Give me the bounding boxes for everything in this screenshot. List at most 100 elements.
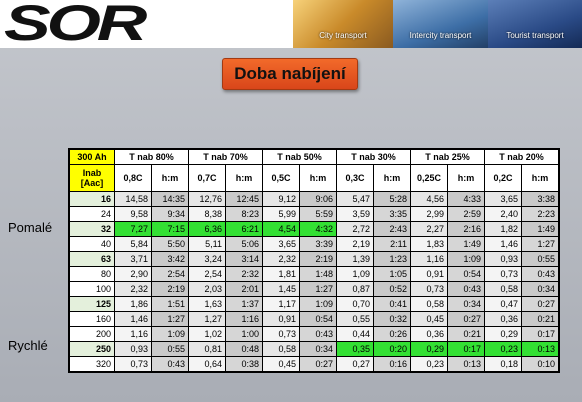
value-cell: 0:43 xyxy=(299,326,337,342)
value-cell: 1:27 xyxy=(521,236,560,252)
value-cell: 3:35 xyxy=(373,206,411,222)
value-cell: 8:23 xyxy=(225,206,263,222)
value-cell: 2:19 xyxy=(299,251,337,267)
value-cell: 3,24 xyxy=(188,251,226,267)
value-cell: 0,44 xyxy=(336,326,374,342)
data-row: 32 7,27 7:15 6,36 6:21 4,54 4:32 2,72 2:43 2,27 2:… xyxy=(68,221,560,237)
value-cell: 5:50 xyxy=(151,236,189,252)
value-cell: 1,27 xyxy=(188,311,226,327)
value-cell: 0:26 xyxy=(373,326,411,342)
current-cell: 24 xyxy=(68,206,115,222)
current-cell: 63 xyxy=(68,251,115,267)
value-cell: 5:06 xyxy=(225,236,263,252)
photo: Intercity transport xyxy=(393,0,488,48)
value-cell: 0,58 xyxy=(262,341,300,357)
subheader-cell: h:m xyxy=(225,164,263,192)
current-cell: 100 xyxy=(68,281,115,297)
group-header: T nab 70% xyxy=(188,148,263,165)
value-cell: 0,70 xyxy=(336,296,374,312)
value-cell: 1:09 xyxy=(151,326,189,342)
value-cell: 4:32 xyxy=(299,221,337,237)
current-cell: 40 xyxy=(68,236,115,252)
logo: SOR xyxy=(4,0,147,51)
value-cell: 0,64 xyxy=(188,356,226,373)
value-cell: 0:21 xyxy=(521,311,560,327)
value-cell: 1:51 xyxy=(151,296,189,312)
value-cell: 5,47 xyxy=(336,191,374,207)
value-cell: 1,46 xyxy=(114,311,152,327)
value-cell: 0:55 xyxy=(151,341,189,357)
value-cell: 0,23 xyxy=(484,341,522,357)
value-cell: 2,27 xyxy=(410,221,448,237)
value-cell: 1,83 xyxy=(410,236,448,252)
value-cell: 2:01 xyxy=(225,281,263,297)
value-cell: 2:43 xyxy=(373,221,411,237)
data-row: 160 1,46 1:27 1,27 1:16 0,91 0:54 0,55 0:32 0,45 0… xyxy=(68,311,560,327)
photo-caption: City transport xyxy=(319,31,367,40)
data-row: 125 1,86 1:51 1,63 1:37 1,17 1:09 0,70 0:41 0,58 0… xyxy=(68,296,560,312)
value-cell: 1,82 xyxy=(484,221,522,237)
value-cell: 0,93 xyxy=(114,341,152,357)
value-cell: 1,81 xyxy=(262,266,300,282)
value-cell: 0,91 xyxy=(410,266,448,282)
value-cell: 2,32 xyxy=(262,251,300,267)
value-cell: 0:52 xyxy=(373,281,411,297)
value-cell: 2,40 xyxy=(484,206,522,222)
value-cell: 3,65 xyxy=(262,236,300,252)
subheader-cell: Inab [Aac] xyxy=(68,164,115,192)
value-cell: 1,63 xyxy=(188,296,226,312)
value-cell: 0:21 xyxy=(447,326,485,342)
subheader-cell: h:m xyxy=(373,164,411,192)
value-cell: 6:21 xyxy=(225,221,263,237)
subheader-cell: 0,5C xyxy=(262,164,300,192)
header-bar: SOR City transport Intercity transport T… xyxy=(0,0,582,51)
value-cell: 0:10 xyxy=(521,356,560,373)
value-cell: 0,73 xyxy=(114,356,152,373)
value-cell: 0,36 xyxy=(484,311,522,327)
value-cell: 12:45 xyxy=(225,191,263,207)
group-header: T nab 80% xyxy=(114,148,189,165)
value-cell: 3,71 xyxy=(114,251,152,267)
data-row: 80 2,90 2:54 2,54 2:32 1,81 1:48 1,09 1:05 0,91 0:… xyxy=(68,266,560,282)
value-cell: 2:19 xyxy=(151,281,189,297)
value-cell: 1:09 xyxy=(447,251,485,267)
current-cell: 250 xyxy=(68,341,115,357)
value-cell: 0:43 xyxy=(151,356,189,373)
value-cell: 0,93 xyxy=(484,251,522,267)
value-cell: 4,54 xyxy=(262,221,300,237)
value-cell: 1,46 xyxy=(484,236,522,252)
value-cell: 1:09 xyxy=(299,296,337,312)
group-header: T nab 50% xyxy=(262,148,337,165)
value-cell: 9,12 xyxy=(262,191,300,207)
value-cell: 8,38 xyxy=(188,206,226,222)
value-cell: 0:43 xyxy=(447,281,485,297)
value-cell: 14:35 xyxy=(151,191,189,207)
value-cell: 1,02 xyxy=(188,326,226,342)
value-cell: 1,45 xyxy=(262,281,300,297)
value-cell: 1:16 xyxy=(225,311,263,327)
value-cell: 0,58 xyxy=(484,281,522,297)
value-cell: 0:38 xyxy=(225,356,263,373)
value-cell: 1:00 xyxy=(225,326,263,342)
value-cell: 0,29 xyxy=(410,341,448,357)
value-cell: 4:33 xyxy=(447,191,485,207)
value-cell: 0:48 xyxy=(225,341,263,357)
value-cell: 0:27 xyxy=(299,356,337,373)
value-cell: 2,72 xyxy=(336,221,374,237)
photo: City transport xyxy=(293,0,393,48)
value-cell: 0,73 xyxy=(484,266,522,282)
subheader-cell: 0,3C xyxy=(336,164,374,192)
value-cell: 0:54 xyxy=(447,266,485,282)
current-cell: 160 xyxy=(68,311,115,327)
value-cell: 0,47 xyxy=(484,296,522,312)
side-label: Rychlé xyxy=(8,338,48,353)
value-cell: 1,09 xyxy=(336,266,374,282)
value-cell: 0:27 xyxy=(447,311,485,327)
value-cell: 1,17 xyxy=(262,296,300,312)
group-header: T nab 30% xyxy=(336,148,411,165)
value-cell: 2,32 xyxy=(114,281,152,297)
value-cell: 1:49 xyxy=(447,236,485,252)
value-cell: 2:54 xyxy=(151,266,189,282)
value-cell: 0:55 xyxy=(521,251,560,267)
current-cell: 320 xyxy=(68,356,115,373)
